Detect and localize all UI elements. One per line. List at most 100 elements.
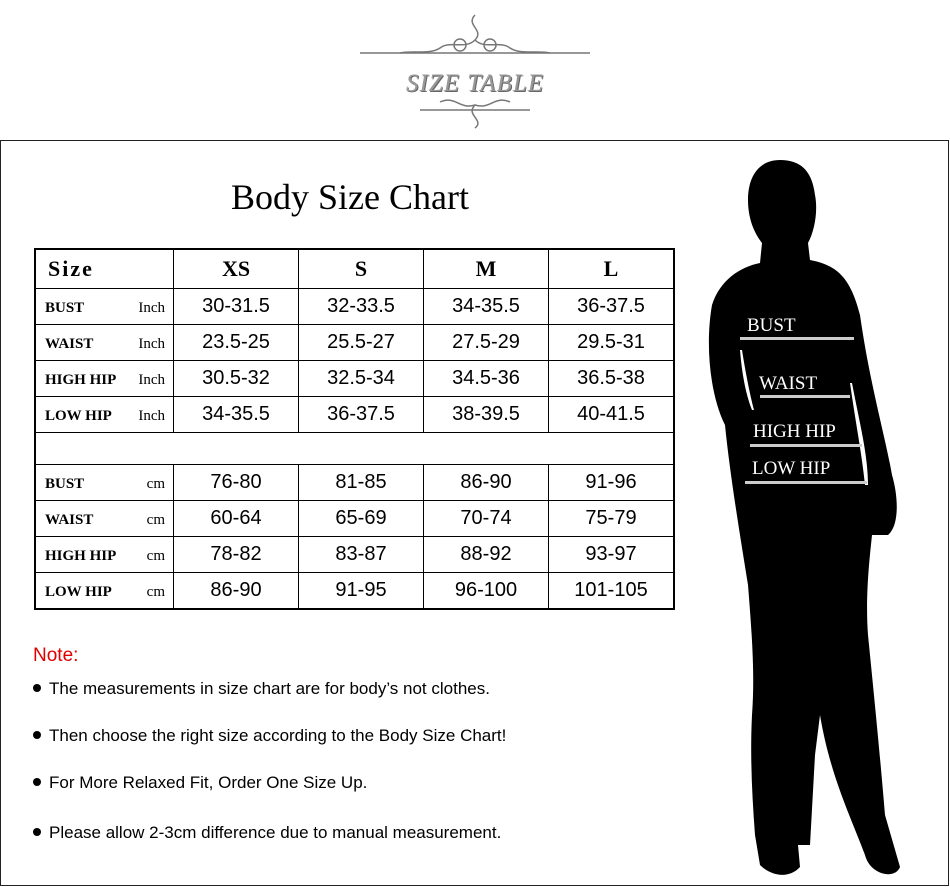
header-m: M bbox=[423, 248, 549, 289]
low-hip-line bbox=[745, 481, 867, 484]
size-value-cell: 65-69 bbox=[298, 500, 424, 537]
spacer-cell bbox=[34, 432, 675, 465]
size-value-cell: 30.5-32 bbox=[173, 360, 299, 397]
size-value-cell: 36.5-38 bbox=[548, 360, 675, 397]
note-text: Then choose the right size according to … bbox=[49, 726, 507, 745]
unit: cm bbox=[146, 512, 165, 528]
table-row: LOW HIP Inch 34-35.5 36-37.5 38-39.5 40-41.5 bbox=[34, 396, 675, 433]
size-value-cell: 93-97 bbox=[548, 536, 675, 573]
ornament-icon bbox=[360, 14, 590, 129]
size-value-cell: 83-87 bbox=[298, 536, 424, 573]
size-table-logo: SIZE TABLE bbox=[360, 10, 590, 130]
size-value-cell: 34-35.5 bbox=[423, 288, 549, 325]
measure-name: BUST bbox=[45, 300, 85, 316]
size-value-cell: 75-79 bbox=[548, 500, 675, 537]
high-hip-line bbox=[750, 444, 862, 447]
measure-name: WAIST bbox=[45, 336, 94, 352]
row-label: LOW HIP Inch bbox=[34, 396, 174, 433]
header-size: Size bbox=[34, 248, 174, 289]
note-text: The measurements in size chart are for b… bbox=[49, 679, 490, 698]
unit: Inch bbox=[138, 336, 165, 352]
logo-text: SIZE TABLE bbox=[405, 70, 544, 97]
measure-name: WAIST bbox=[45, 512, 94, 528]
size-value-cell: 32-33.5 bbox=[298, 288, 424, 325]
size-value-cell: 23.5-25 bbox=[173, 324, 299, 361]
size-value-cell: 81-85 bbox=[298, 464, 424, 501]
row-label: HIGH HIP Inch bbox=[34, 360, 174, 397]
table-row: WAIST Inch 23.5-25 25.5-27 27.5-29 29.5-31 bbox=[34, 324, 675, 361]
note-item: The measurements in size chart are for b… bbox=[33, 679, 490, 699]
unit: Inch bbox=[138, 372, 165, 388]
row-label: HIGH HIP cm bbox=[34, 536, 174, 573]
size-value-cell: 70-74 bbox=[423, 500, 549, 537]
row-label: BUST Inch bbox=[34, 288, 174, 325]
measure-name: BUST bbox=[45, 476, 85, 492]
note-text: Please allow 2-3cm difference due to man… bbox=[49, 823, 502, 842]
size-value-cell: 36-37.5 bbox=[548, 288, 675, 325]
size-value-cell: 36-37.5 bbox=[298, 396, 424, 433]
size-value-cell: 34.5-36 bbox=[423, 360, 549, 397]
bullet-icon bbox=[33, 828, 41, 836]
size-value-cell: 88-92 bbox=[423, 536, 549, 573]
header-xs: XS bbox=[173, 248, 299, 289]
size-value-cell: 27.5-29 bbox=[423, 324, 549, 361]
bullet-icon bbox=[33, 684, 41, 692]
table-row: HIGH HIP cm 78-82 83-87 88-92 93-97 bbox=[34, 536, 675, 573]
size-table: Size XS S M L BUST Inch 30-31.5 32-33.5 34-3… bbox=[34, 248, 675, 610]
unit: Inch bbox=[138, 300, 165, 316]
table-header-row: Size XS S M L bbox=[34, 248, 675, 289]
measure-name: LOW HIP bbox=[45, 584, 112, 600]
body-silhouette: BUST WAIST HIGH HIP LOW HIP bbox=[700, 155, 910, 885]
size-value-cell: 25.5-27 bbox=[298, 324, 424, 361]
size-value-cell: 86-90 bbox=[423, 464, 549, 501]
measure-name: HIGH HIP bbox=[45, 372, 117, 388]
note-item: Then choose the right size according to … bbox=[33, 726, 506, 746]
note-text: For More Relaxed Fit, Order One Size Up. bbox=[49, 773, 368, 792]
size-value-cell: 96-100 bbox=[423, 572, 549, 610]
header-l: L bbox=[548, 248, 675, 289]
size-value-cell: 91-96 bbox=[548, 464, 675, 501]
size-value-cell: 101-105 bbox=[548, 572, 675, 610]
bullet-icon bbox=[33, 778, 41, 786]
row-label: BUST cm bbox=[34, 464, 174, 501]
table-row: HIGH HIP Inch 30.5-32 32.5-34 34.5-36 36.5-38 bbox=[34, 360, 675, 397]
bullet-icon bbox=[33, 731, 41, 739]
size-value-cell: 38-39.5 bbox=[423, 396, 549, 433]
chart-title: Body Size Chart bbox=[231, 177, 469, 217]
size-value-cell: 91-95 bbox=[298, 572, 424, 610]
row-label: LOW HIP cm bbox=[34, 572, 174, 610]
table-spacer-row bbox=[34, 432, 675, 465]
unit: Inch bbox=[138, 408, 165, 424]
note-item: Please allow 2-3cm difference due to man… bbox=[33, 823, 501, 843]
row-label: WAIST Inch bbox=[34, 324, 174, 361]
size-value-cell: 30-31.5 bbox=[173, 288, 299, 325]
waist-line bbox=[760, 395, 850, 398]
silhouette-icon bbox=[708, 160, 900, 875]
table-row: BUST Inch 30-31.5 32-33.5 34-35.5 36-37.5 bbox=[34, 288, 675, 325]
measure-name: LOW HIP bbox=[45, 408, 112, 424]
figure-label-low-hip: LOW HIP bbox=[752, 458, 831, 479]
unit: cm bbox=[146, 548, 165, 564]
size-value-cell: 34-35.5 bbox=[173, 396, 299, 433]
figure-label-bust: BUST bbox=[747, 315, 796, 336]
size-value-cell: 60-64 bbox=[173, 500, 299, 537]
unit: cm bbox=[146, 476, 165, 492]
figure-label-high-hip: HIGH HIP bbox=[753, 421, 836, 442]
content-frame bbox=[0, 140, 949, 886]
bust-line bbox=[740, 337, 854, 340]
unit: cm bbox=[146, 584, 165, 600]
note-heading: Note: bbox=[33, 645, 79, 666]
table-row: BUST cm 76-80 81-85 86-90 91-96 bbox=[34, 464, 675, 501]
size-value-cell: 40-41.5 bbox=[548, 396, 675, 433]
size-value-cell: 29.5-31 bbox=[548, 324, 675, 361]
figure-label-waist: WAIST bbox=[759, 373, 818, 394]
note-item: For More Relaxed Fit, Order One Size Up. bbox=[33, 773, 367, 793]
size-value-cell: 86-90 bbox=[173, 572, 299, 610]
size-value-cell: 32.5-34 bbox=[298, 360, 424, 397]
header-s: S bbox=[298, 248, 424, 289]
row-label: WAIST cm bbox=[34, 500, 174, 537]
table-row: WAIST cm 60-64 65-69 70-74 75-79 bbox=[34, 500, 675, 537]
size-value-cell: 76-80 bbox=[173, 464, 299, 501]
measure-name: HIGH HIP bbox=[45, 548, 117, 564]
